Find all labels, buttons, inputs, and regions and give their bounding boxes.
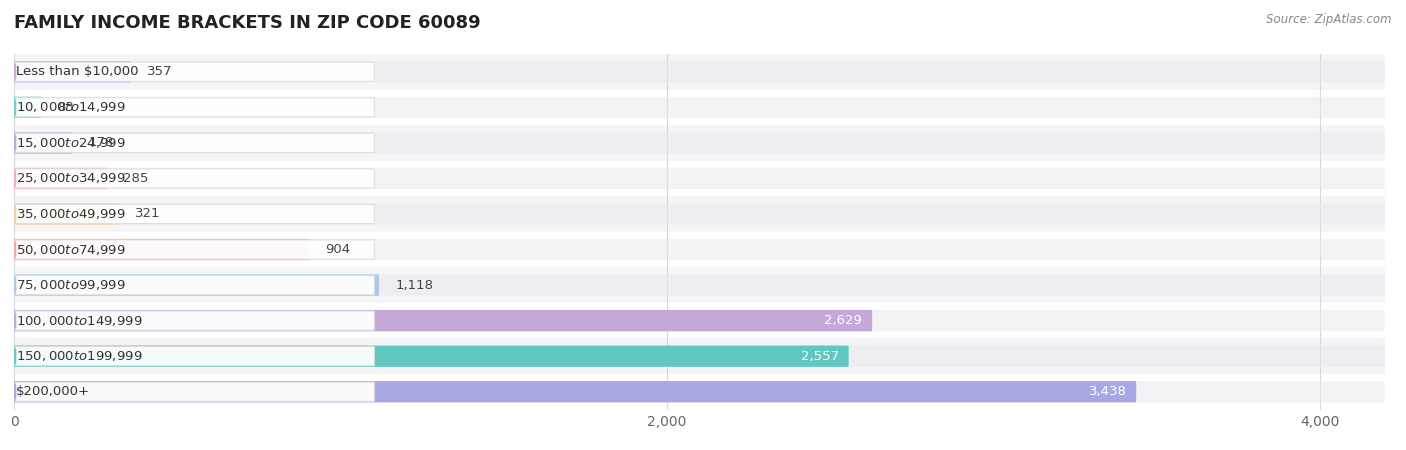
Text: 83: 83 [58,101,75,114]
FancyBboxPatch shape [15,204,374,224]
FancyBboxPatch shape [15,382,374,401]
FancyBboxPatch shape [14,132,72,153]
Text: 178: 178 [89,136,114,149]
Text: 2,557: 2,557 [801,350,839,363]
Text: $200,000+: $200,000+ [15,385,90,398]
FancyBboxPatch shape [14,346,849,367]
Bar [14,54,1385,90]
Text: $75,000 to $99,999: $75,000 to $99,999 [15,278,125,292]
FancyBboxPatch shape [15,240,374,259]
FancyBboxPatch shape [14,203,1385,225]
Text: FAMILY INCOME BRACKETS IN ZIP CODE 60089: FAMILY INCOME BRACKETS IN ZIP CODE 60089 [14,14,481,32]
FancyBboxPatch shape [14,381,1385,402]
Bar [14,338,1385,374]
Bar [14,161,1385,196]
Text: 904: 904 [325,243,350,256]
Text: 3,438: 3,438 [1088,385,1126,398]
Bar [14,303,1385,338]
Text: $25,000 to $34,999: $25,000 to $34,999 [15,171,125,185]
Bar [14,125,1385,161]
FancyBboxPatch shape [14,97,41,118]
FancyBboxPatch shape [14,61,131,82]
FancyBboxPatch shape [14,346,1385,367]
FancyBboxPatch shape [14,97,1385,118]
FancyBboxPatch shape [15,275,374,295]
FancyBboxPatch shape [15,311,374,330]
Text: $100,000 to $149,999: $100,000 to $149,999 [15,314,142,328]
Text: $35,000 to $49,999: $35,000 to $49,999 [15,207,125,221]
FancyBboxPatch shape [15,346,374,366]
Text: Source: ZipAtlas.com: Source: ZipAtlas.com [1267,14,1392,27]
FancyBboxPatch shape [14,203,120,225]
FancyBboxPatch shape [14,381,1136,402]
Text: $50,000 to $74,999: $50,000 to $74,999 [15,243,125,256]
FancyBboxPatch shape [14,132,1385,153]
Text: 1,118: 1,118 [395,279,433,292]
FancyBboxPatch shape [14,239,1385,260]
Text: 285: 285 [124,172,149,185]
Text: $15,000 to $24,999: $15,000 to $24,999 [15,136,125,150]
FancyBboxPatch shape [15,169,374,188]
Bar [14,90,1385,125]
FancyBboxPatch shape [14,274,380,296]
Bar [14,267,1385,303]
FancyBboxPatch shape [14,310,1385,331]
Text: 2,629: 2,629 [824,314,862,327]
Text: 357: 357 [146,65,173,78]
FancyBboxPatch shape [15,98,374,117]
FancyBboxPatch shape [14,310,872,331]
Bar [14,196,1385,232]
FancyBboxPatch shape [14,61,1385,82]
Text: $10,000 to $14,999: $10,000 to $14,999 [15,100,125,114]
FancyBboxPatch shape [14,168,107,189]
FancyBboxPatch shape [14,168,1385,189]
FancyBboxPatch shape [14,274,1385,296]
Text: Less than $10,000: Less than $10,000 [15,65,138,78]
FancyBboxPatch shape [14,239,309,260]
FancyBboxPatch shape [15,62,374,81]
FancyBboxPatch shape [15,133,374,153]
Bar [14,374,1385,410]
Text: 321: 321 [135,207,160,220]
Text: $150,000 to $199,999: $150,000 to $199,999 [15,349,142,363]
Bar [14,232,1385,267]
